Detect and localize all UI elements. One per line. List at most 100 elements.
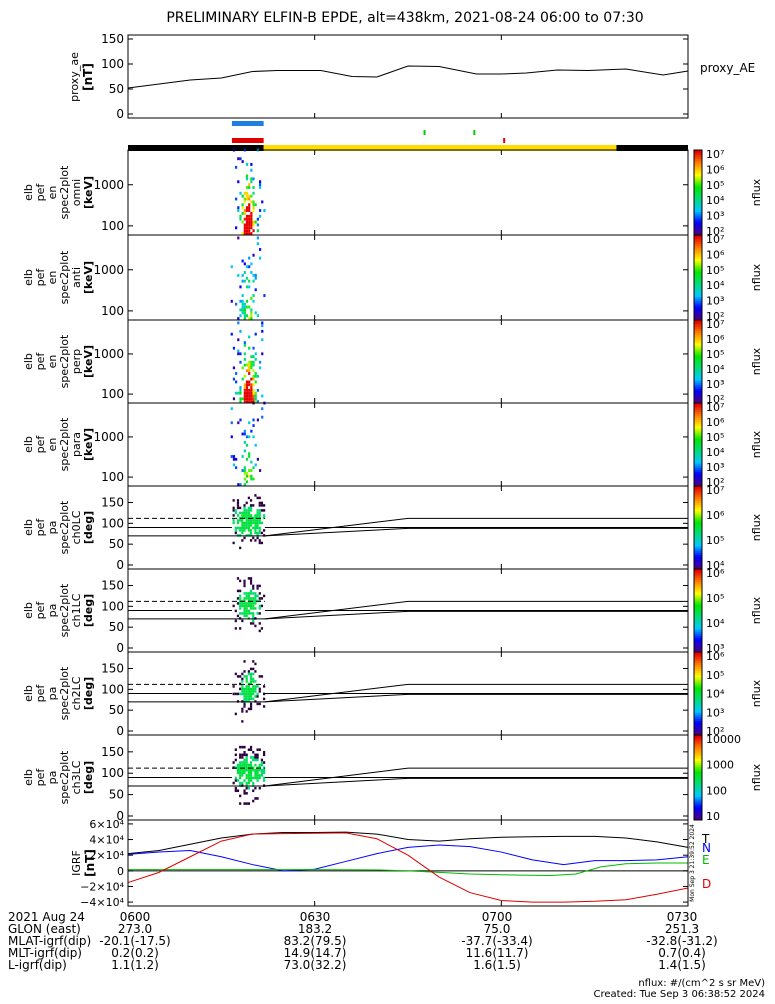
colorbar-segment <box>694 475 702 479</box>
colorbar-segment <box>694 637 702 641</box>
colorbar-segment <box>694 292 702 295</box>
colorbar-segment <box>694 777 702 781</box>
heatmap-cell <box>235 372 238 375</box>
heatmap-cell <box>256 514 259 517</box>
colorbar-segment <box>694 461 702 464</box>
colorbar-segment <box>694 243 702 247</box>
heatmap-cell <box>249 506 253 510</box>
colorbar-segment <box>694 504 702 508</box>
colorbar-segment <box>694 515 702 518</box>
proxy-ae-ylabel: proxy_ae [nT] <box>68 52 95 102</box>
y-tick-label: 100 <box>101 57 124 71</box>
colorbar-segment <box>694 320 702 323</box>
heatmap-cell <box>245 457 249 461</box>
colorbar-tick-label: 10⁵ <box>706 348 724 361</box>
heatmap-cell <box>248 217 251 221</box>
heatmap-cell <box>258 776 261 780</box>
colorbar-label: nflux <box>750 513 763 541</box>
heatmap-cell <box>261 415 264 419</box>
colorbar-segment <box>694 720 702 724</box>
heatmap-cell <box>252 604 255 608</box>
heatmap-cell <box>254 372 257 375</box>
colorbar-segment <box>694 739 702 742</box>
colorbar-tick-label: 10 <box>706 810 720 823</box>
heatmap-cell <box>258 209 262 212</box>
igrf-series-E <box>128 862 688 877</box>
heatmap-cell <box>247 685 250 688</box>
colorbar-segment <box>694 556 702 560</box>
heatmap-cell <box>249 509 253 512</box>
heatmap-cell <box>245 710 248 713</box>
heatmap-cell <box>236 521 240 525</box>
colorbar-segment <box>694 390 702 394</box>
heatmap-cell <box>241 377 244 381</box>
colorbar-segment <box>694 415 702 419</box>
heatmap-cell <box>239 529 242 532</box>
heatmap-cell <box>258 360 262 364</box>
heatmap-cell <box>243 660 246 663</box>
science-zone-bar-blue <box>231 121 264 126</box>
heatmap-cell <box>245 781 248 785</box>
colorbar-segment <box>694 811 702 815</box>
y-axis-label-line: [keV] <box>82 176 95 209</box>
spec-para-frame <box>127 402 689 487</box>
colorbar-segment <box>694 400 702 404</box>
heatmap-cell <box>250 226 253 230</box>
heatmap-cell <box>245 391 249 395</box>
colorbar-tick-label: 10³ <box>706 210 724 223</box>
proxy-ae-panel: 0 50 100 150 proxy_AE proxy_ae [nT] <box>68 32 755 121</box>
heatmap-cell <box>243 197 246 201</box>
heatmap-cell <box>263 705 266 708</box>
colorbar-segment <box>694 781 702 785</box>
colorbar-segment <box>694 361 702 365</box>
colorbar-segment <box>694 286 702 289</box>
heatmap-cell <box>232 377 236 381</box>
colorbar-segment <box>694 298 702 302</box>
heatmap-cell <box>249 690 253 693</box>
heatmap-cell <box>239 418 242 422</box>
heatmap-cell <box>230 435 233 439</box>
colorbar-segment <box>694 587 702 591</box>
spec-anti-ylabel: elb pef en spec2plot anti [keV] <box>22 250 95 304</box>
heatmap-cell <box>245 763 248 767</box>
colorbar-segment <box>694 283 702 287</box>
ephemeris-value: 1.1(1.2) <box>111 958 159 972</box>
colorbar-segment <box>694 271 702 274</box>
colorbar-label: nflux <box>750 263 763 291</box>
heatmap-cell <box>243 609 246 613</box>
spec-anti-cells <box>230 236 266 320</box>
colorbar-segment <box>694 566 702 570</box>
heatmap-cell <box>256 756 259 759</box>
heatmap-cell <box>254 332 257 336</box>
heatmap-cell <box>263 594 266 598</box>
heatmap-cell <box>245 177 249 181</box>
colorbar-segment <box>694 315 702 319</box>
heatmap-cell <box>252 299 255 303</box>
y-axis-label-line: [keV] <box>82 261 95 294</box>
heatmap-cell <box>243 469 246 472</box>
heatmap-cell <box>245 305 249 309</box>
heatmap-cell <box>237 483 240 486</box>
heatmap-cell <box>263 514 266 517</box>
heatmap-cell <box>243 697 246 701</box>
heatmap-cell <box>258 629 261 633</box>
colorbar-segment <box>694 691 702 694</box>
heatmap-cell <box>243 211 246 215</box>
igrf-series-T <box>127 831 689 855</box>
colorbar-segment <box>694 662 702 665</box>
heatmap-cell <box>254 514 257 517</box>
heatmap-cell <box>241 781 244 785</box>
heatmap-cell <box>247 697 250 701</box>
heatmap-cell <box>245 194 249 198</box>
heatmap-cell <box>239 397 242 401</box>
heatmap-cell <box>243 279 246 283</box>
heatmap-cell <box>245 511 248 515</box>
heatmap-cell <box>239 299 242 303</box>
spec-para-colorbar: 10² 10³ 10⁴ 10⁵ 10⁶ 10⁷ nflux <box>693 401 763 489</box>
heatmap-cell <box>232 457 236 461</box>
heatmap-cell <box>256 685 259 688</box>
colorbar-segment <box>694 498 702 502</box>
heatmap-cell <box>241 308 244 312</box>
